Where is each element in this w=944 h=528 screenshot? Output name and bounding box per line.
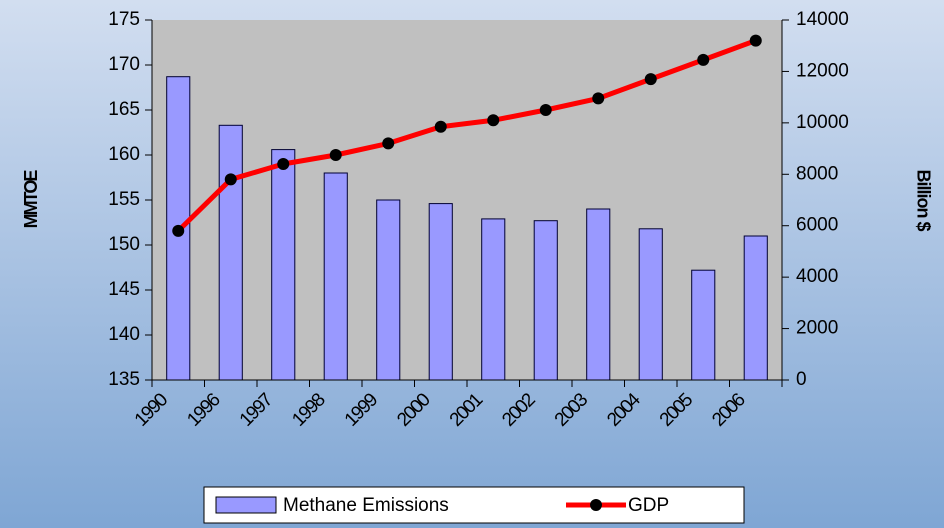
- y2-tick-label: 2000: [796, 318, 838, 339]
- bar: [428, 203, 453, 381]
- bar: [323, 172, 348, 381]
- marker: [224, 173, 237, 186]
- bar: [376, 199, 401, 381]
- marker: [749, 34, 762, 47]
- y-tick-label: 175: [108, 9, 140, 30]
- line: [176, 38, 757, 233]
- marker: [329, 149, 342, 161]
- marker: [277, 158, 290, 170]
- marker: [697, 53, 710, 66]
- legend-marker: [590, 499, 602, 511]
- marker: [172, 224, 185, 237]
- y-tick-label: 155: [108, 189, 140, 210]
- y2-tick-label: 10000: [796, 112, 849, 133]
- y-axis-title: MMTOE: [21, 170, 41, 229]
- y2-axis-title: Billion $: [913, 169, 933, 231]
- plot-area: [152, 20, 782, 380]
- y2-tick-label: 8000: [796, 163, 838, 184]
- marker: [487, 114, 500, 127]
- y2-tick-label: 4000: [796, 266, 838, 287]
- y-tick-label: 135: [108, 369, 140, 390]
- y-tick-label: 170: [108, 54, 140, 75]
- legend-label: Methane Emissions: [283, 495, 449, 516]
- y2-tick-label: 0: [796, 369, 807, 390]
- legend: [203, 486, 745, 524]
- legend-swatch: [215, 496, 277, 514]
- bar: [743, 235, 768, 381]
- y-tick-label: 165: [108, 99, 140, 120]
- bar: [271, 149, 296, 381]
- y2-tick-label: 12000: [796, 60, 849, 81]
- y2-tick-label: 6000: [796, 215, 838, 236]
- marker: [592, 92, 605, 105]
- marker: [644, 73, 657, 86]
- y-tick-label: 140: [108, 324, 140, 345]
- marker: [382, 137, 395, 150]
- bar: [218, 124, 243, 381]
- bar: [691, 269, 716, 381]
- y2-tick-label: 14000: [796, 9, 849, 30]
- marker: [434, 120, 447, 133]
- y-tick-label: 150: [108, 234, 140, 255]
- legend-label: GDP: [628, 495, 669, 516]
- bar: [533, 220, 558, 381]
- y-tick-label: 160: [108, 144, 140, 165]
- bar: [481, 218, 506, 381]
- y-tick-label: 145: [108, 279, 140, 300]
- marker: [539, 104, 552, 116]
- bar: [586, 208, 611, 381]
- bar: [638, 228, 663, 381]
